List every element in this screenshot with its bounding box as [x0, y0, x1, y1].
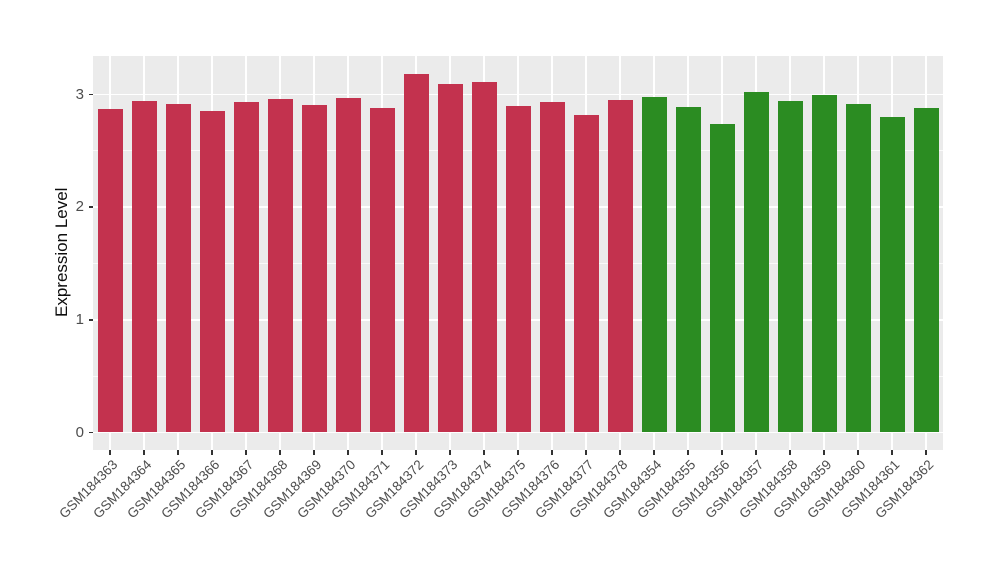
bar — [301, 104, 327, 433]
y-tick-label: 0 — [75, 423, 84, 441]
bar — [471, 82, 497, 433]
y-tick-mark — [88, 431, 93, 434]
bar — [845, 103, 871, 433]
y-tick-mark — [88, 319, 93, 321]
x-tick-mark — [449, 450, 451, 455]
x-tick-mark — [551, 450, 553, 455]
bar — [811, 94, 837, 433]
x-tick-mark — [891, 450, 893, 455]
bar — [335, 97, 361, 433]
x-tick-mark — [381, 450, 383, 455]
bar — [505, 105, 531, 433]
x-tick-mark — [483, 450, 485, 455]
bar — [573, 114, 599, 433]
x-tick-mark — [211, 450, 213, 455]
y-tick-mark — [88, 93, 93, 96]
gridline-horizontal-major — [93, 431, 943, 434]
bar — [675, 106, 701, 433]
y-tick-mark — [88, 206, 93, 208]
bar — [539, 102, 565, 433]
gridline-horizontal-major — [93, 93, 943, 96]
x-tick-mark — [313, 450, 315, 455]
plot-panel — [93, 56, 943, 450]
bar — [233, 102, 259, 433]
bar — [743, 92, 769, 433]
bar — [879, 117, 905, 433]
bar — [199, 111, 225, 433]
y-tick-label: 3 — [75, 85, 84, 103]
bar — [709, 123, 735, 433]
y-tick-label: 2 — [75, 198, 84, 216]
y-tick-label: 1 — [75, 310, 84, 328]
x-tick-mark — [143, 450, 145, 455]
x-tick-mark — [517, 450, 519, 455]
x-tick-mark — [925, 450, 927, 455]
bar — [913, 108, 939, 433]
bar — [97, 109, 123, 433]
bar — [131, 101, 157, 433]
bar — [267, 99, 293, 433]
bar — [403, 74, 429, 433]
x-tick-mark — [687, 450, 689, 455]
bar — [437, 84, 463, 433]
bar — [777, 101, 803, 433]
x-tick-mark — [585, 450, 587, 455]
bar — [607, 100, 633, 433]
x-tick-mark — [755, 450, 757, 455]
x-tick-mark — [721, 450, 723, 455]
bar — [369, 108, 395, 433]
x-tick-mark — [619, 450, 621, 455]
x-tick-mark — [109, 450, 111, 455]
x-tick-mark — [653, 450, 655, 455]
y-axis-title: Expression Level — [52, 187, 71, 317]
x-tick-mark — [177, 450, 179, 455]
bar — [165, 103, 191, 433]
x-tick-mark — [789, 450, 791, 455]
x-tick-mark — [347, 450, 349, 455]
bar — [641, 96, 667, 433]
x-tick-mark — [857, 450, 859, 455]
x-tick-mark — [245, 450, 247, 455]
x-tick-mark — [823, 450, 825, 455]
x-tick-mark — [279, 450, 281, 455]
x-tick-mark — [415, 450, 417, 455]
